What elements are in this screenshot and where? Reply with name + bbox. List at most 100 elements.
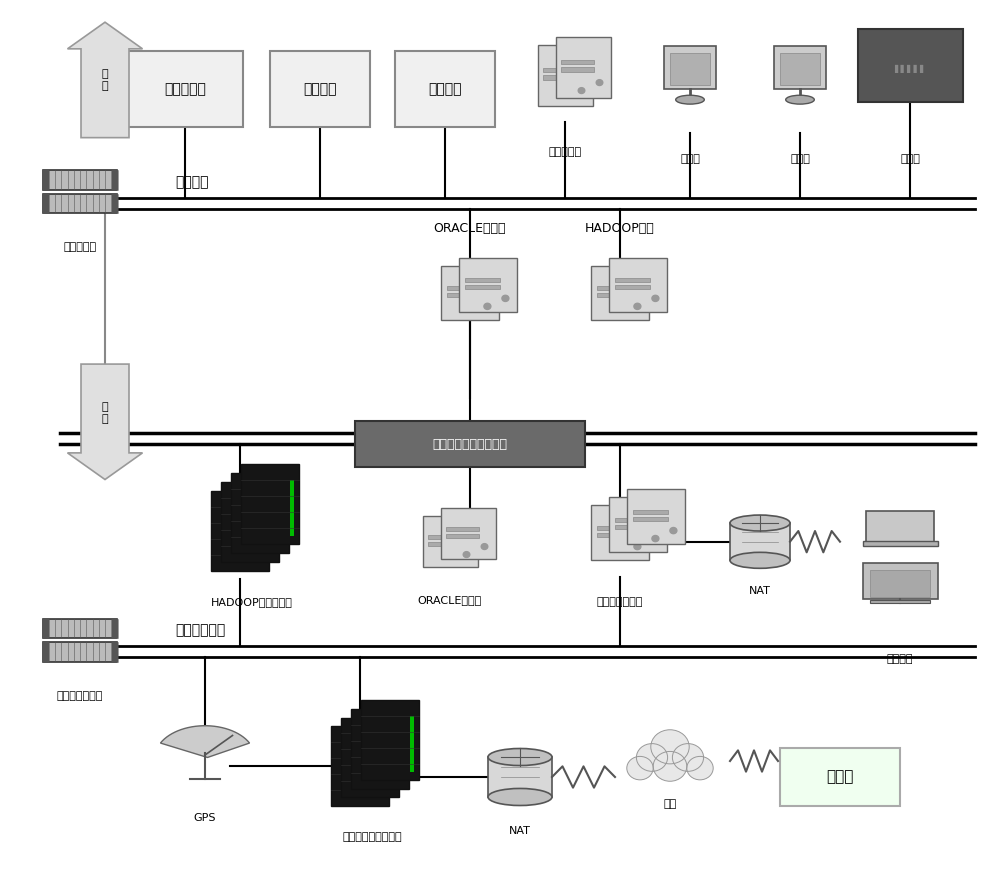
Bar (400, 725, 404, 781)
Bar (862, 563, 938, 599)
Circle shape (634, 543, 641, 550)
Ellipse shape (488, 749, 552, 765)
Circle shape (627, 757, 653, 780)
Bar (428, 535, 461, 539)
Bar (441, 266, 499, 320)
Text: HADOOP集群: HADOOP集群 (585, 222, 655, 235)
Circle shape (634, 304, 641, 309)
Bar (664, 45, 716, 89)
Bar (465, 278, 500, 282)
Circle shape (481, 543, 488, 550)
Bar (42, 619, 118, 638)
Bar (112, 642, 118, 662)
Bar (42, 619, 48, 638)
Ellipse shape (488, 789, 552, 805)
Text: ORACLE数据库: ORACLE数据库 (418, 595, 482, 605)
Bar (561, 59, 594, 65)
Bar (42, 170, 118, 190)
Text: 光伏站: 光伏站 (826, 770, 854, 784)
Text: GPS: GPS (194, 813, 216, 822)
FancyArrow shape (68, 364, 143, 480)
Bar (221, 482, 279, 562)
Text: 万兆光纤网络: 万兆光纤网络 (175, 623, 225, 638)
Polygon shape (160, 725, 250, 757)
Bar (355, 421, 585, 467)
Circle shape (636, 743, 668, 772)
Bar (42, 194, 48, 213)
Ellipse shape (730, 552, 790, 568)
Bar (42, 194, 118, 213)
Bar (597, 526, 632, 530)
Text: 千兆网络: 千兆网络 (175, 175, 208, 189)
Text: ▌▌▌▌▌: ▌▌▌▌▌ (894, 64, 926, 73)
FancyArrow shape (68, 22, 143, 138)
Text: ORACLE数据库: ORACLE数据库 (434, 222, 506, 235)
Bar (615, 518, 650, 522)
Bar (428, 542, 461, 546)
Circle shape (653, 751, 687, 781)
Text: 大屏幕: 大屏幕 (900, 154, 920, 163)
Bar (422, 516, 478, 567)
Bar (395, 51, 495, 126)
Bar (858, 29, 963, 102)
Circle shape (652, 535, 659, 542)
Bar (615, 285, 650, 289)
Bar (128, 51, 242, 126)
Bar (870, 600, 930, 603)
Bar (112, 194, 118, 213)
Text: 区
内: 区 内 (102, 69, 108, 91)
Text: 应用服务器: 应用服务器 (548, 147, 582, 156)
Bar (670, 53, 710, 85)
Bar (459, 258, 517, 312)
Bar (774, 45, 826, 89)
Ellipse shape (676, 95, 704, 104)
Text: 调度数据: 调度数据 (303, 82, 337, 96)
Bar (260, 507, 264, 563)
Bar (231, 473, 289, 553)
Text: 经研院数据: 经研院数据 (164, 82, 206, 96)
Circle shape (651, 730, 689, 764)
Bar (280, 489, 284, 545)
Bar (780, 748, 900, 806)
Bar (42, 642, 118, 662)
Bar (446, 534, 479, 538)
Text: 营销数据: 营销数据 (428, 82, 462, 96)
Bar (862, 541, 938, 546)
Ellipse shape (786, 95, 814, 104)
Bar (543, 67, 576, 73)
Bar (543, 75, 576, 80)
Bar (440, 508, 496, 559)
Circle shape (672, 743, 704, 772)
Bar (561, 67, 594, 72)
Bar (633, 510, 668, 514)
Text: 内外网逻辑强隔离装置: 内外网逻辑强隔离装置 (432, 438, 508, 450)
Bar (351, 709, 409, 789)
Bar (488, 757, 552, 797)
Circle shape (670, 527, 677, 534)
Bar (410, 716, 414, 772)
Bar (380, 742, 384, 798)
Bar (270, 498, 274, 554)
Bar (609, 497, 667, 552)
Text: 应用服务器集群: 应用服务器集群 (597, 597, 643, 607)
Bar (42, 642, 48, 662)
Bar (331, 726, 389, 806)
Circle shape (596, 80, 603, 85)
Bar (633, 517, 668, 521)
Text: 工作站: 工作站 (680, 154, 700, 163)
Bar (112, 619, 118, 638)
Bar (597, 286, 632, 290)
Bar (361, 700, 419, 780)
Ellipse shape (730, 515, 790, 531)
Bar (270, 51, 370, 126)
Bar (290, 480, 294, 536)
Bar (241, 464, 299, 544)
Bar (627, 489, 685, 544)
Text: 千兆交换机: 千兆交换机 (63, 242, 97, 252)
Circle shape (463, 551, 470, 558)
Bar (447, 286, 482, 290)
Circle shape (502, 296, 509, 301)
Bar (447, 293, 482, 297)
Circle shape (484, 304, 491, 309)
Circle shape (652, 296, 659, 301)
